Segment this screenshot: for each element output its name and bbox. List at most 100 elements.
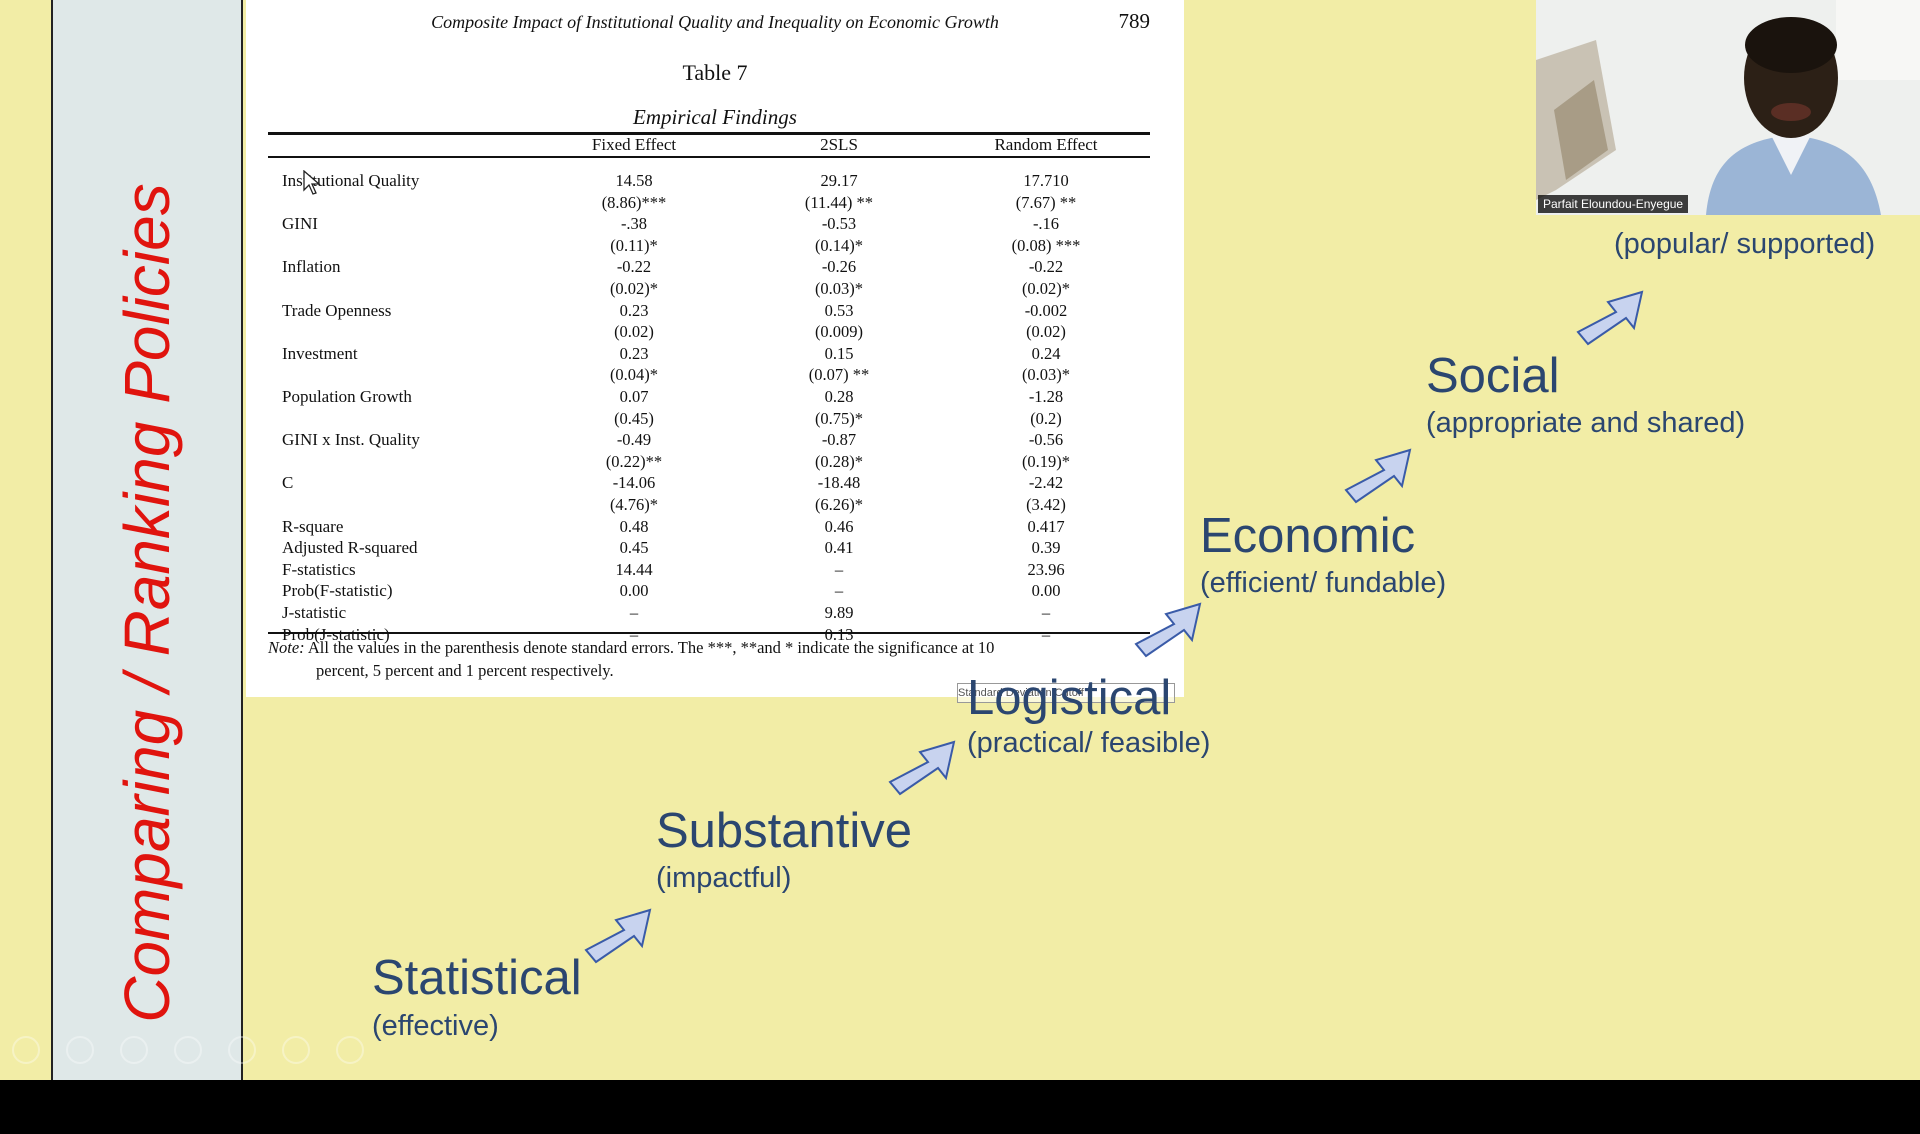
table-cell: -0.002	[1024, 300, 1068, 320]
table-cell: 17.710	[1023, 171, 1069, 190]
table-cell: (0.02)	[1026, 322, 1066, 342]
table-note: Note: All the values in the parenthesis …	[268, 636, 1168, 682]
table-bottom-rule	[268, 632, 1150, 634]
table-row-label: Trade Openness	[282, 300, 392, 320]
up-right-arrow-icon	[1134, 602, 1202, 658]
zoom-icon[interactable]	[228, 1036, 256, 1064]
step-logistical-subtitle: (practical/ feasible)	[967, 727, 1211, 759]
slides-grid-icon[interactable]	[174, 1036, 202, 1064]
step-statistical-title: Statistical	[372, 951, 582, 1005]
table-cell: (3.42)	[1026, 495, 1066, 514]
participant-video-feed	[1536, 0, 1920, 215]
table-cell: 23.96	[1027, 559, 1065, 579]
table-cell: –	[629, 624, 639, 644]
step-substantive-subtitle: (impactful)	[656, 862, 792, 894]
table-cell: 0.23	[619, 343, 649, 363]
table-image: Composite Impact of Institutional Qualit…	[246, 0, 1184, 697]
table-cell: 0.39	[1031, 538, 1061, 558]
table-cell: 0.46	[824, 516, 854, 536]
table-cell: 14.58	[615, 171, 653, 190]
presentation-controls[interactable]	[12, 1036, 364, 1070]
table-cell: –	[834, 559, 844, 579]
table-cell: (0.08) ***	[1011, 235, 1081, 255]
column-header: 2SLS	[820, 135, 858, 154]
table-cell: (0.14)*	[814, 235, 864, 255]
table-cell: -0.22	[616, 257, 652, 277]
table-cell: (0.07) **	[808, 365, 870, 385]
table-cell: (0.2)	[1030, 408, 1062, 428]
table-cell: (0.75)*	[814, 408, 864, 428]
step-economic-title: Economic	[1200, 509, 1416, 563]
table-title: Table 7	[682, 60, 748, 85]
table-cell: (0.19)*	[1021, 451, 1071, 471]
table-cell: 0.13	[824, 624, 854, 644]
previous-slide-icon[interactable]	[12, 1036, 40, 1064]
participant-video[interactable]: Parfait Eloundou-Enyegue	[1536, 0, 1920, 215]
step-popular-subtitle: (popular/ supported)	[1614, 228, 1876, 260]
table-cell: (0.22)**	[605, 451, 663, 471]
column-header: Random Effect	[994, 135, 1098, 154]
table-cell: 0.23	[619, 300, 649, 320]
table-top-rule	[268, 132, 1150, 135]
overlay-stamp: Standard Deviation Cutoff	[957, 683, 1175, 703]
table-cell: 0.00	[619, 581, 649, 601]
table-cell: 9.89	[824, 603, 854, 622]
table-row-label: R-square	[282, 516, 344, 536]
note-line-1: All the values in the parenthesis denote…	[307, 638, 995, 657]
table-cell: -.38	[620, 214, 648, 234]
table-cell: (0.03)*	[814, 279, 864, 298]
slide-sidebar	[51, 0, 243, 1080]
table-cell: 0.48	[619, 516, 649, 536]
table-row-label: Inflation	[282, 257, 341, 277]
note-line-2: percent, 5 percent and 1 percent respect…	[316, 661, 614, 680]
next-slide-icon[interactable]	[66, 1036, 94, 1064]
table-cell: (11.44) **	[804, 192, 874, 212]
table-cell: –	[629, 603, 639, 622]
table-cell: -2.42	[1028, 473, 1064, 493]
table-row-label: Population Growth	[282, 387, 412, 406]
table-cell: (0.04)*	[609, 365, 659, 385]
up-right-arrow-icon	[1576, 290, 1644, 346]
subtitles-icon[interactable]	[282, 1036, 310, 1064]
up-right-arrow-icon	[584, 908, 652, 964]
table-cell: (8.86)***	[601, 192, 667, 212]
table-cell: (0.009)	[814, 322, 864, 342]
step-logistical-title: Logistical	[967, 671, 1172, 725]
bottom-bar	[0, 1080, 1920, 1134]
vertical-slide-title: Comparing / Ranking Policies	[111, 183, 183, 1023]
table-row-label: C	[282, 473, 294, 493]
table-cell: -0.26	[821, 257, 857, 277]
table-cell: 0.15	[824, 343, 854, 363]
table-cell: 0.28	[824, 387, 854, 406]
step-substantive-title: Substantive	[656, 804, 913, 858]
table-cell: (4.76)*	[609, 495, 659, 514]
table-cell: –	[1041, 603, 1051, 622]
table-cell: (0.03)*	[1021, 365, 1071, 385]
step-economic-subtitle: (efficient/ fundable)	[1200, 567, 1447, 599]
table-cell: 29.17	[820, 171, 858, 190]
table-row-label: Prob(J-statistic)	[282, 624, 390, 644]
table-cell: –	[834, 581, 844, 601]
up-right-arrow-icon	[888, 740, 956, 796]
table-row-label: Institutional Quality	[282, 171, 420, 190]
more-options-icon[interactable]	[336, 1036, 364, 1064]
table-row-label: Investment	[282, 343, 358, 363]
table-cell: (0.45)	[614, 408, 654, 428]
table-cell: -0.53	[821, 214, 857, 234]
table-row-label: Prob(F-statistic)	[282, 581, 393, 601]
table-cell: 14.44	[615, 559, 653, 579]
table-cell: -14.06	[612, 473, 656, 493]
running-head: Composite Impact of Institutional Qualit…	[431, 12, 999, 32]
table-cell: -0.56	[1028, 430, 1064, 450]
pen-icon[interactable]	[120, 1036, 148, 1064]
table-header-rule	[268, 156, 1150, 158]
table-row-label: J-statistic	[282, 603, 347, 622]
table-cell: (0.11)*	[610, 235, 658, 255]
table-cell: (6.26)*	[814, 495, 864, 514]
table-cell: 0.07	[619, 387, 649, 406]
note-label: Note:	[268, 638, 305, 657]
table-cell: –	[1041, 624, 1051, 644]
table-cell: 0.417	[1027, 516, 1065, 536]
table-cell: (7.67) **	[1015, 192, 1077, 212]
table-cell: -0.22	[1028, 257, 1064, 277]
